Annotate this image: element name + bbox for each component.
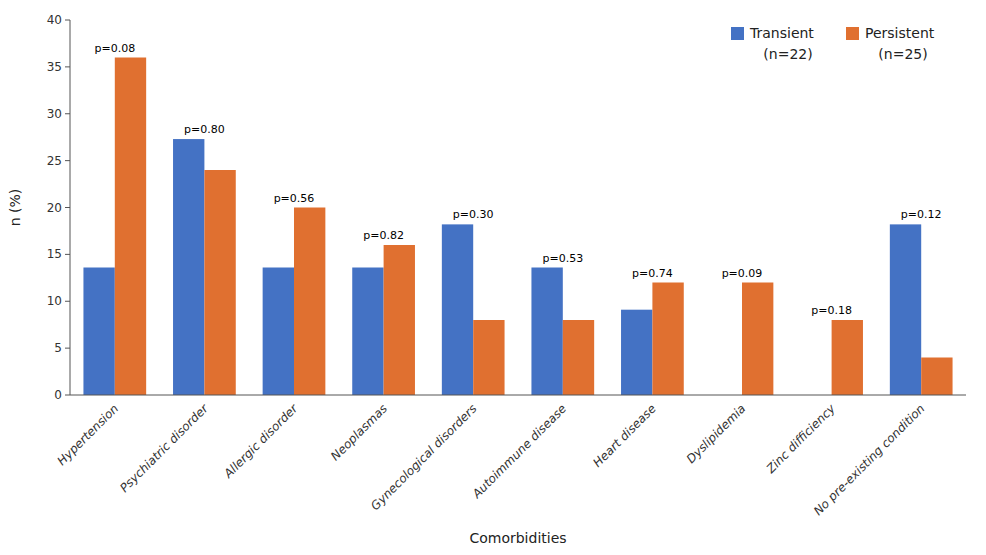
bar — [294, 208, 325, 396]
legend-note: (n=25) — [878, 46, 927, 62]
bar — [563, 320, 594, 395]
x-axis-title: Comorbidities — [469, 530, 566, 546]
x-tick-label: No pre-existing condition — [811, 401, 928, 518]
y-tick-label: 40 — [47, 13, 62, 27]
bar — [83, 268, 114, 396]
p-value: p=0.56 — [274, 192, 315, 205]
bar — [652, 283, 683, 396]
p-value: p=0.09 — [722, 267, 763, 280]
y-tick — [65, 301, 70, 302]
bar — [204, 170, 235, 395]
x-axis-line — [70, 395, 966, 396]
x-tick-label: Psychiatric disorder — [117, 401, 211, 495]
y-tick-label: 5 — [54, 341, 62, 355]
y-tick — [65, 160, 70, 161]
y-axis-title: n (%) — [7, 189, 23, 227]
legend: Transient (n=22) Persistent (n=25) — [731, 25, 935, 62]
legend-label: Transient — [749, 25, 814, 41]
x-tick-label: Hypertension — [54, 401, 121, 468]
annotations: p=0.08 p=0.80 p=0.56 p=0.82 p=0.30 p=0.53 p=0.… — [94, 42, 941, 318]
y-axis: 0 5 10 15 20 25 30 35 40 — [47, 13, 70, 402]
p-value: p=0.74 — [632, 267, 673, 280]
y-tick — [65, 254, 70, 255]
y-tick — [65, 395, 70, 396]
p-value: p=0.12 — [901, 208, 942, 221]
bar — [742, 283, 773, 396]
bar — [531, 268, 562, 396]
y-tick-label: 0 — [54, 388, 62, 402]
p-value: p=0.30 — [453, 208, 494, 221]
x-axis: HypertensionPsychiatric disorderAllergic… — [54, 395, 966, 518]
x-tick-label: Autoimmune disease — [469, 401, 569, 501]
chart: 0 5 10 15 20 25 30 35 40 HypertensionPsychiatric … — [0, 0, 986, 555]
bar — [352, 268, 383, 396]
legend-label: Persistent — [865, 25, 935, 41]
y-tick-label: 10 — [47, 294, 62, 308]
bar — [384, 245, 415, 395]
bar — [263, 268, 294, 396]
y-tick — [65, 348, 70, 349]
p-value: p=0.80 — [184, 123, 225, 136]
y-tick-label: 20 — [47, 201, 62, 215]
x-tick-label: Heart disease — [590, 401, 658, 469]
y-tick — [65, 207, 70, 208]
bar — [890, 224, 921, 395]
y-tick-label: 15 — [47, 247, 62, 261]
x-tick-label: Zinc difficiency — [763, 401, 839, 477]
bar — [921, 358, 952, 396]
legend-note: (n=22) — [763, 46, 812, 62]
p-value: p=0.53 — [542, 252, 583, 265]
bar — [473, 320, 504, 395]
bar — [621, 310, 652, 395]
bar — [442, 224, 473, 395]
bar — [115, 58, 146, 396]
p-value: p=0.18 — [811, 304, 852, 317]
x-tick-label: Neoplasmas — [328, 401, 390, 463]
x-tick-label: Allergic disorder — [220, 401, 301, 482]
y-tick — [65, 20, 70, 21]
y-tick — [65, 66, 70, 67]
y-axis-line — [70, 20, 71, 395]
bar — [173, 139, 204, 395]
p-value: p=0.82 — [363, 229, 404, 242]
bars — [83, 58, 952, 396]
legend-swatch — [846, 27, 859, 40]
y-tick-label: 30 — [47, 107, 62, 121]
y-tick-label: 25 — [47, 154, 62, 168]
bar — [832, 320, 863, 395]
x-tick-label: Gynecological disorders — [368, 401, 480, 513]
y-tick — [65, 113, 70, 114]
p-value: p=0.08 — [94, 42, 135, 55]
x-tick-label: Dyslipidemia — [684, 401, 749, 466]
legend-swatch — [731, 27, 744, 40]
y-tick-label: 35 — [47, 60, 62, 74]
